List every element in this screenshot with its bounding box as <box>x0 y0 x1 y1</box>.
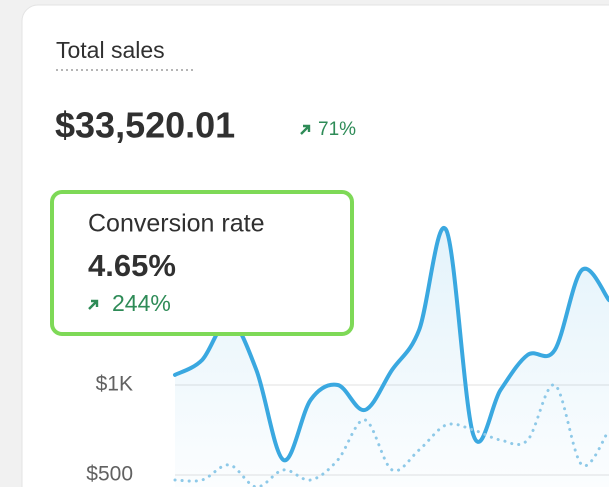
card-title[interactable]: Total sales <box>56 37 165 63</box>
tooltip <box>50 190 354 336</box>
series-line <box>173 225 609 463</box>
y-tick-label: $1K <box>96 373 133 396</box>
y-axis: $500 $1K <box>86 373 133 486</box>
y-tick-label: $500 <box>86 462 133 485</box>
tooltip-change: 244% <box>112 290 171 316</box>
tooltip-value: 4.65% <box>88 248 176 283</box>
up-arrow-icon <box>88 299 99 310</box>
up-arrow-icon <box>300 124 311 135</box>
total-sales: $33,520.01 <box>55 105 235 146</box>
plot <box>173 225 609 487</box>
tooltip-label: Conversion rate <box>88 210 264 238</box>
total-change: 71% <box>318 119 356 140</box>
area-fill <box>175 227 609 487</box>
